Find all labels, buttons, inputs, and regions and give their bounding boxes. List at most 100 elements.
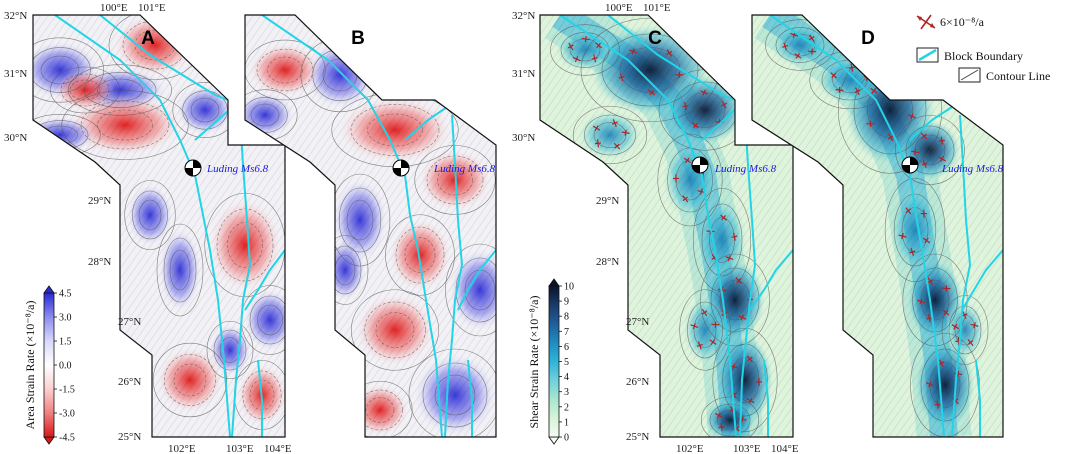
contour-line — [250, 103, 280, 127]
latitude-tick-label: 30°N — [512, 132, 535, 144]
block-boundary-line — [261, 15, 443, 437]
strain-cross-icon — [746, 397, 755, 404]
earthquake-label: Luding Ms6.8 — [433, 163, 496, 175]
contour-line — [80, 100, 170, 150]
latitude-tick-label: 27°N — [118, 316, 141, 328]
latitude-tick-label: 29°N — [88, 195, 111, 207]
colorbar-title: Area Strain Rate (×10⁻⁸/a) — [23, 301, 37, 430]
contour-line — [164, 354, 216, 406]
colorbar-tick-label: 3 — [564, 387, 569, 398]
contour-line — [884, 177, 946, 283]
contour-line — [414, 145, 496, 215]
colorbar-tick-label: 9 — [564, 297, 569, 308]
contour-line — [667, 147, 713, 213]
contour-line — [60, 73, 110, 107]
colorbar-tick-label: 3.0 — [59, 313, 72, 324]
strain-cross-icon — [808, 34, 815, 42]
latitude-tick-label: 25°N — [626, 431, 649, 443]
earthquake-label: Luding Ms6.8 — [941, 163, 1004, 175]
strain-cross-icon — [782, 42, 789, 51]
strain-cross-icon — [690, 323, 699, 330]
strain-scale-label: 6×10⁻⁸/a — [940, 15, 985, 29]
axis-labels: 32°N 32°N 31°N 31°N 30°N 30°N 29°N 29°N 28°N 28°N… — [4, 2, 799, 454]
block-boundary-line — [975, 359, 981, 437]
contour-line — [163, 237, 197, 303]
strain-cross-icon — [692, 122, 699, 129]
contour-line — [893, 193, 937, 267]
strain-cross-icon — [920, 209, 927, 218]
strain-cross-icon — [953, 370, 963, 377]
strain-cross-icon — [934, 400, 941, 409]
strain-cross-icon — [746, 355, 753, 363]
colorbar-ramp — [43, 292, 55, 438]
strain-cross-icon — [648, 89, 656, 96]
strain-cross-icon — [613, 142, 621, 150]
strain-cross-icon — [735, 277, 743, 284]
strain-cross-icon — [594, 139, 602, 148]
contour-line — [385, 214, 455, 296]
block-boundary-line — [951, 114, 972, 437]
colorbar-tick-label: 5 — [564, 357, 569, 368]
strain-cross-icon — [866, 120, 875, 127]
strain-cross-icon — [967, 339, 974, 346]
strain-cross-icon — [911, 148, 920, 155]
colorbar-tick-label: 10 — [564, 282, 574, 293]
contour-line — [50, 66, 120, 114]
longitude-tick-label: 104°E — [264, 443, 292, 454]
contour-line — [267, 56, 303, 84]
contour-line — [434, 374, 476, 416]
strain-cross-icon — [808, 48, 817, 55]
contour-line — [257, 304, 283, 336]
strain-cross-icon — [921, 160, 928, 168]
contour-line-swatch — [958, 67, 981, 83]
contour-line-label: Contour Line — [986, 69, 1050, 83]
colorbar-ramp — [548, 285, 560, 438]
strain-cross-icon — [718, 423, 725, 432]
colorbar-tick-label: 1 — [564, 417, 569, 428]
longitude-tick-label: 102°E — [676, 443, 704, 454]
contour-line — [97, 78, 143, 102]
colorbar-title: Shear Strain Rate (×10⁻⁸/a) — [527, 296, 541, 429]
contour-line — [550, 24, 620, 76]
panel-outline — [751, 14, 1004, 438]
latitude-tick-label: 32°N — [512, 10, 535, 22]
contour-line — [679, 289, 731, 371]
panel-letter: C — [648, 28, 662, 49]
contour-line — [657, 133, 723, 227]
strain-cross-icon — [572, 56, 581, 63]
strain-cross-icon — [683, 157, 691, 164]
strain-cross-icon — [721, 100, 727, 109]
strain-cross-icon — [905, 207, 912, 215]
strain-cross-icon — [898, 233, 907, 240]
contour-line — [941, 295, 989, 365]
strain-cross-icon — [682, 102, 689, 111]
contour-line — [395, 226, 445, 284]
contour-line — [83, 72, 157, 108]
strain-cross-icon — [897, 81, 904, 90]
strain-cross-icon — [942, 309, 950, 316]
contour-line — [364, 301, 426, 359]
latitude-tick-label: 27°N — [626, 316, 649, 328]
strain-cross-icon — [592, 125, 601, 132]
panel-outline — [32, 14, 286, 438]
colorbar-max-arrow — [43, 285, 55, 294]
contour-line — [350, 104, 440, 156]
colorbar-tick-label: 7 — [564, 327, 569, 338]
latitude-tick-label: 25°N — [118, 431, 141, 443]
strain-cross-icon — [854, 87, 861, 96]
contour-line — [687, 301, 723, 359]
contour-line — [156, 223, 204, 317]
strain-scale-icon — [916, 14, 936, 30]
block-boundary-line — [909, 104, 956, 141]
strain-cross-icon — [942, 285, 951, 292]
block-boundary-line — [607, 15, 736, 101]
earthquake-label: Luding Ms6.8 — [714, 163, 777, 175]
contour-line — [905, 125, 955, 175]
strain-cross-icon — [970, 322, 979, 329]
strain-cross-icon — [870, 87, 878, 94]
block-boundary-line — [769, 15, 945, 437]
contour-line — [227, 222, 263, 268]
contour-line — [709, 403, 751, 437]
contour-line — [422, 362, 488, 428]
